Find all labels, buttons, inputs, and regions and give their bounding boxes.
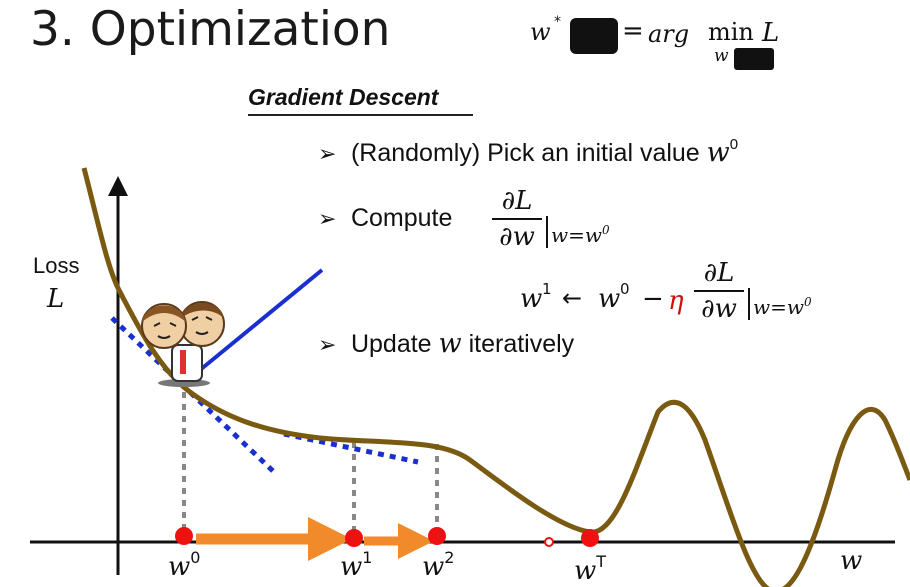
fraction-bar xyxy=(694,290,744,292)
redaction-box xyxy=(570,18,618,54)
eval-sup: 0 xyxy=(602,223,610,237)
bullet-var: w xyxy=(438,328,462,359)
bullet-text: Compute xyxy=(350,204,453,232)
redaction-box-small xyxy=(734,48,774,70)
y-axis-var: L xyxy=(47,284,65,314)
update-fraction: ∂L ∂w xyxy=(694,258,744,324)
objective-under: w xyxy=(714,46,729,66)
update-eval: w=w0 xyxy=(748,288,812,320)
bullet-update: ➢ Update w iteratively xyxy=(318,328,574,359)
eval-bar xyxy=(748,288,750,320)
bullet-sup: 0 xyxy=(729,136,739,153)
point-w2 xyxy=(428,527,446,545)
learning-rate-eta: η xyxy=(668,286,684,316)
bullet-var: w xyxy=(706,137,730,168)
point-wT xyxy=(581,529,599,547)
update-arrow: ← xyxy=(562,284,583,312)
bullet-arrow-icon: ➢ xyxy=(318,206,337,231)
page-title: 3. Optimization xyxy=(30,2,391,57)
loss-curve xyxy=(81,167,910,587)
objective-star: * xyxy=(554,14,561,30)
bullet-arrow-icon: ➢ xyxy=(318,332,337,357)
eval-text: w=w xyxy=(753,295,804,319)
derivative-den: ∂w xyxy=(499,222,535,252)
label-w0: w0 xyxy=(168,548,201,582)
section-underline xyxy=(248,114,473,116)
update-lhs: w xyxy=(520,284,543,314)
label-wT: wT xyxy=(574,552,607,586)
update-num: ∂L xyxy=(703,258,735,288)
eval-bar xyxy=(546,216,548,248)
derivative-fraction: ∂L ∂w xyxy=(492,186,542,252)
bullet-tail: iteratively xyxy=(461,330,575,358)
update-den: ∂w xyxy=(701,294,737,324)
objective-formula: w * = arg min L w xyxy=(530,12,790,72)
fraction-bar xyxy=(492,218,542,220)
eval-sup: 0 xyxy=(804,295,812,309)
update-equation: w 1 ← w 0 − η ∂L ∂w w=w0 xyxy=(520,258,850,336)
section-title: Gradient Descent xyxy=(248,84,439,110)
bullet-compute: ➢ Compute xyxy=(318,204,452,233)
x-axis-label: w xyxy=(840,546,863,576)
update-w0: w xyxy=(598,284,621,314)
objective-arg: arg xyxy=(648,20,690,48)
label-w2: w2 xyxy=(422,548,455,582)
y-axis-arrowhead xyxy=(108,176,128,196)
objective-L: L xyxy=(762,18,780,48)
cursor-marker xyxy=(544,537,554,547)
bullet-pick-initial: ➢ (Randomly) Pick an initial value w0 xyxy=(318,136,738,168)
point-w1 xyxy=(345,529,363,547)
label-w1: w1 xyxy=(340,548,373,582)
update-minus: − xyxy=(642,284,664,314)
update-w0-sup: 0 xyxy=(620,280,630,298)
eval-text: w=w xyxy=(551,223,602,247)
gradient-direction-line xyxy=(198,268,324,372)
bullet-text: (Randomly) Pick an initial value xyxy=(350,139,707,167)
y-axis-label: Loss xyxy=(33,253,80,278)
bullet-text: Update xyxy=(350,330,439,358)
objective-min: min xyxy=(708,18,754,46)
character-icon xyxy=(141,301,225,387)
objective-equals: = xyxy=(622,16,644,46)
bullet-arrow-icon: ➢ xyxy=(318,141,337,166)
objective-w: w xyxy=(530,18,551,46)
update-lhs-sup: 1 xyxy=(542,280,552,298)
derivative-num: ∂L xyxy=(501,186,533,216)
point-w0 xyxy=(175,527,193,545)
derivative-eval: w=w0 xyxy=(546,216,610,248)
